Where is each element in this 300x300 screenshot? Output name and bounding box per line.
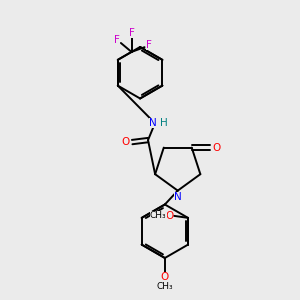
Text: O: O [121, 137, 129, 147]
Text: O: O [165, 211, 173, 221]
Text: N: N [174, 192, 182, 202]
Text: CH₃: CH₃ [150, 212, 166, 220]
Text: F: F [114, 35, 120, 45]
Text: O: O [161, 272, 169, 282]
Text: CH₃: CH₃ [157, 282, 173, 291]
Text: F: F [146, 40, 152, 50]
Text: O: O [212, 142, 220, 153]
Text: H: H [160, 118, 168, 128]
Text: N: N [149, 118, 157, 128]
Text: F: F [129, 28, 134, 38]
